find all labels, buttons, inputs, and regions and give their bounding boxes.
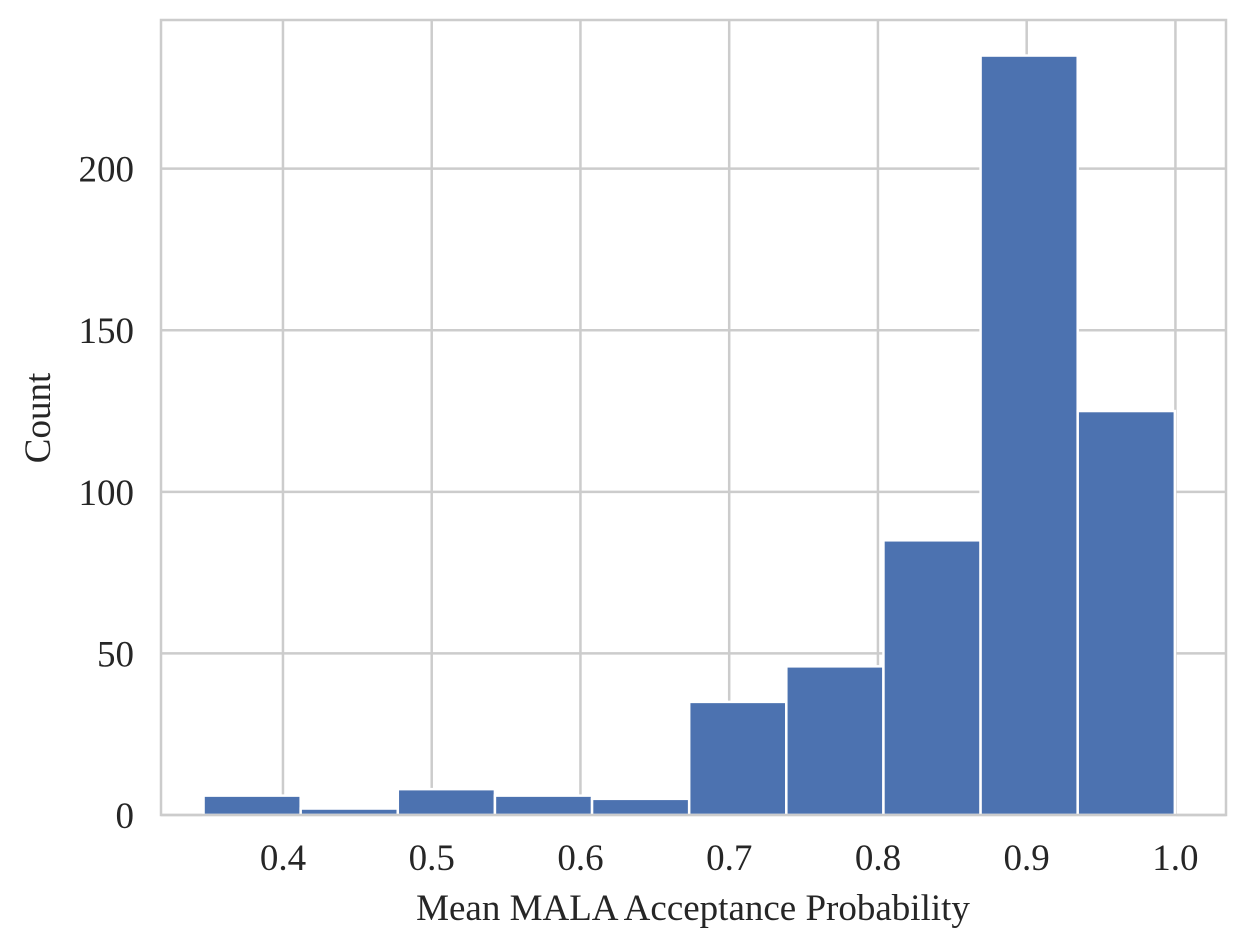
x-axis-label: Mean MALA Acceptance Probability bbox=[416, 888, 970, 929]
x-tick-label: 0.9 bbox=[1004, 838, 1050, 879]
x-tick-label: 0.6 bbox=[557, 838, 603, 879]
histogram-bar bbox=[590, 797, 691, 817]
y-tick-label: 50 bbox=[97, 634, 134, 675]
histogram-bar bbox=[785, 665, 885, 817]
y-axis-label: Count bbox=[18, 372, 59, 463]
y-tick-label: 0 bbox=[116, 796, 135, 837]
histogram-bar bbox=[687, 700, 788, 817]
histogram-bar bbox=[882, 539, 982, 817]
x-tick-label: 0.7 bbox=[706, 838, 752, 879]
x-tick-label: 0.5 bbox=[409, 838, 455, 879]
histogram-bar bbox=[202, 794, 302, 817]
y-tick-label: 100 bbox=[79, 473, 135, 514]
histogram-bar bbox=[1076, 409, 1177, 817]
histogram-bar bbox=[396, 787, 497, 817]
histogram-bar bbox=[493, 794, 594, 817]
x-tick-label: 1.0 bbox=[1152, 838, 1198, 879]
x-tick-labels: 0.4 0.5 0.6 0.7 0.8 0.9 1.0 bbox=[260, 838, 1199, 879]
y-tick-label: 200 bbox=[79, 150, 135, 191]
bars bbox=[202, 54, 1177, 817]
x-tick-label: 0.8 bbox=[855, 838, 901, 879]
y-tick-labels: 0 50 100 150 200 bbox=[79, 150, 135, 837]
y-tick-label: 150 bbox=[79, 311, 135, 352]
histogram-bar bbox=[979, 54, 1079, 817]
x-tick-label: 0.4 bbox=[260, 838, 306, 879]
plot-frame bbox=[159, 18, 1228, 817]
